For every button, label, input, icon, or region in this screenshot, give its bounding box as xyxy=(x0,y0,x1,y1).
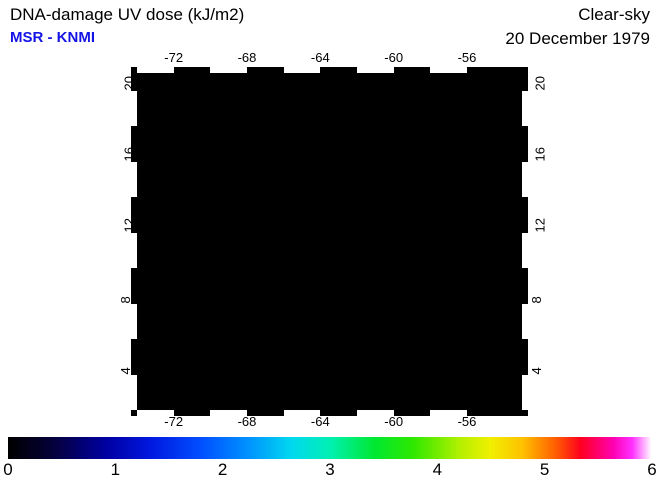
colorbar-panel: 0 1 2 3 4 5 6 xyxy=(3,437,657,479)
tick-segment-right xyxy=(522,374,528,410)
tick-segment-bottom xyxy=(430,410,467,416)
x-tick-label-top: -56 xyxy=(457,50,477,65)
y-tick-label-left: 4 xyxy=(118,366,134,375)
colorbar-tick-label: 4 xyxy=(432,460,443,479)
x-tick-label-top: -68 xyxy=(237,50,257,65)
tick-segment-right xyxy=(522,232,528,269)
y-tick-label-left: 16 xyxy=(121,146,137,162)
tick-segment-top xyxy=(137,67,174,73)
colorbar-tick-label: 2 xyxy=(217,460,228,479)
sky-condition-label: Clear-sky xyxy=(578,5,650,24)
map-panel xyxy=(131,67,528,416)
colorbar-canvas xyxy=(8,437,652,459)
tick-segment-left xyxy=(131,90,137,127)
colorbar-tick-label: 6 xyxy=(647,460,657,479)
x-tick-label-top: -64 xyxy=(310,50,330,65)
tick-segment-right xyxy=(522,90,528,127)
chart-header: DNA-damage UV dose (kJ/m2) MSR - KNMI Cl… xyxy=(0,0,660,56)
tick-segment-bottom xyxy=(357,410,394,416)
tick-segment-right xyxy=(522,303,528,340)
tick-segment-bottom xyxy=(137,410,174,416)
x-tick-label-bottom: -64 xyxy=(310,414,330,429)
tick-segment-top xyxy=(210,67,247,73)
x-tick-label-bottom: -56 xyxy=(457,414,477,429)
y-tick-label-right: 16 xyxy=(532,146,548,162)
colorbar-tick-label: 3 xyxy=(325,460,335,479)
tick-segment-top xyxy=(430,67,467,73)
y-tick-label-right: 4 xyxy=(529,366,545,375)
tick-segment-bottom xyxy=(283,410,321,416)
colorbar-tick-label: 5 xyxy=(539,460,550,479)
colorbar-gradient xyxy=(8,437,652,459)
y-tick-label-left: 8 xyxy=(118,295,134,304)
tick-segment-left xyxy=(131,374,137,410)
data-source-label: MSR - KNMI xyxy=(10,29,95,46)
tick-segment-top xyxy=(357,67,394,73)
tick-segment-left xyxy=(131,303,137,340)
page-title: DNA-damage UV dose (kJ/m2) xyxy=(10,5,245,24)
tick-segment-right xyxy=(522,161,528,198)
tick-segment-bottom xyxy=(210,410,247,416)
y-tick-label-right: 20 xyxy=(532,75,548,91)
x-tick-label-bottom: -72 xyxy=(164,414,184,429)
date-label: 20 December 1979 xyxy=(505,29,650,48)
y-tick-label-left: 20 xyxy=(121,75,137,91)
y-tick-label-right: 12 xyxy=(532,217,548,233)
x-tick-label-top: -72 xyxy=(164,50,184,65)
tick-segment-top xyxy=(283,67,321,73)
x-tick-label-bottom: -60 xyxy=(384,414,404,429)
y-tick-label-left: 12 xyxy=(121,217,137,233)
tick-segment-left xyxy=(131,161,137,198)
y-tick-label-right: 8 xyxy=(529,295,545,304)
map-frame-border xyxy=(131,67,528,416)
colorbar-tick-label: 1 xyxy=(110,460,121,479)
tick-segment-left xyxy=(131,232,137,269)
x-tick-label-top: -60 xyxy=(384,50,404,65)
colorbar-tick-label: 0 xyxy=(3,460,13,479)
x-tick-label-bottom: -68 xyxy=(237,414,257,429)
